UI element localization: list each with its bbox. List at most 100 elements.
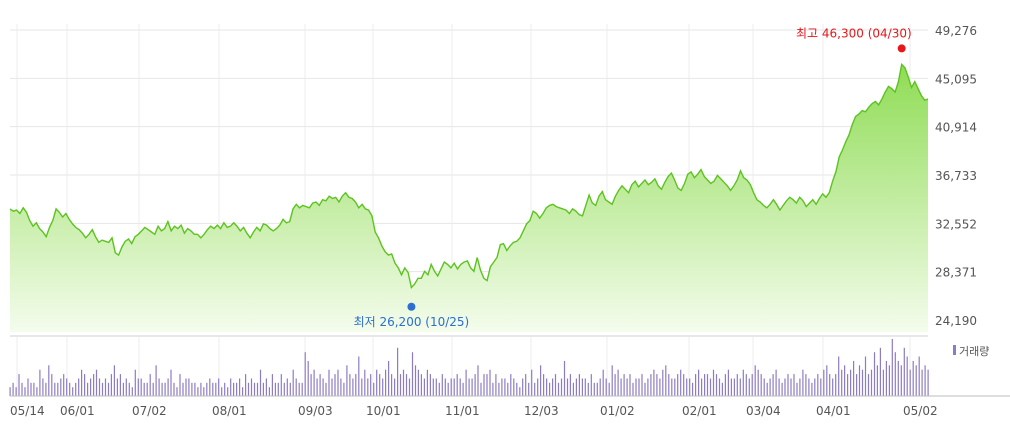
volume-bar	[811, 382, 813, 396]
volume-bar	[695, 374, 697, 396]
volume-bar	[373, 382, 375, 396]
volume-bar	[298, 382, 300, 396]
volume-bar	[656, 374, 658, 396]
volume-bar	[927, 369, 929, 396]
y-tick-label: 40,914	[935, 121, 977, 135]
volume-bar	[692, 382, 694, 396]
volume-bar	[435, 378, 437, 396]
volume-bar	[280, 374, 282, 396]
volume-bar	[546, 378, 548, 396]
volume-bar	[304, 352, 306, 396]
volume-bar	[635, 378, 637, 396]
volume-bar	[420, 374, 422, 396]
volume-bar	[563, 360, 566, 396]
volume-bar	[364, 369, 366, 396]
volume-bar	[259, 369, 262, 396]
volume-bar	[382, 378, 384, 396]
volume-bar	[438, 382, 440, 396]
volume-bar	[379, 374, 381, 396]
volume-bar	[754, 365, 756, 396]
volume-bar	[143, 382, 145, 396]
volume-bar	[256, 382, 259, 396]
volume-bar	[689, 378, 691, 396]
volume-bar	[835, 374, 837, 396]
volume-bar	[402, 369, 405, 396]
volume-bar	[453, 378, 455, 396]
volume-bar	[322, 378, 324, 396]
volume-bar	[921, 369, 923, 396]
volume-bar	[805, 374, 807, 396]
y-tick-label: 45,095	[935, 72, 977, 86]
volume-bar	[328, 369, 330, 396]
volume-bar	[51, 374, 53, 396]
volume-bar	[876, 365, 878, 396]
x-tick-label: 03/04	[746, 404, 781, 418]
volume-bar	[325, 382, 327, 396]
volume-bar	[668, 374, 670, 396]
volume-bar	[340, 378, 342, 396]
volume-bar	[489, 369, 491, 396]
volume-bar	[483, 374, 485, 396]
volume-bar	[131, 387, 133, 396]
volume-bar	[221, 387, 223, 396]
volume-bar	[125, 378, 127, 396]
volume-bar	[18, 374, 20, 396]
volume-bar	[760, 374, 762, 396]
volume-bar	[599, 378, 601, 396]
y-tick-label: 24,190	[935, 314, 977, 328]
volume-bar	[853, 360, 855, 396]
volume-bar	[188, 378, 190, 396]
volume-bar	[808, 378, 810, 396]
volume-bar	[9, 387, 11, 396]
volume-bar	[262, 382, 264, 396]
volume-bar	[292, 369, 294, 396]
volume-bar	[310, 374, 312, 396]
volume-bar	[882, 369, 884, 396]
volume-legend-swatch	[953, 345, 956, 355]
volume-bar	[769, 378, 771, 396]
volume-bar	[30, 382, 32, 396]
volume-bar	[69, 382, 71, 396]
volume-bar	[42, 378, 44, 396]
volume-bar	[271, 374, 273, 396]
volume-bar	[137, 378, 139, 396]
volume-bar	[128, 382, 130, 396]
volume-bar	[793, 374, 795, 396]
volume-bar	[480, 382, 482, 396]
volume-bar	[501, 378, 503, 396]
volume-bar	[397, 347, 399, 396]
volume-bar	[316, 378, 318, 396]
volume-bar	[557, 382, 560, 396]
volume-bar	[560, 378, 563, 396]
volume-bar	[766, 382, 768, 396]
volume-bar	[370, 374, 372, 396]
volume-bar	[283, 382, 285, 396]
volume-bar	[471, 378, 473, 396]
x-tick-label: 04/01	[816, 404, 851, 418]
volume-bar	[152, 382, 154, 396]
volume-bar	[891, 339, 893, 396]
volume-bar	[331, 378, 333, 396]
volume-bar	[528, 382, 530, 396]
volume-bar	[191, 382, 193, 396]
volume-bar	[620, 378, 622, 396]
volume-bar	[301, 382, 303, 396]
volume-bar	[149, 374, 151, 396]
volume-bar	[224, 382, 226, 396]
x-tick-label: 02/01	[682, 404, 717, 418]
volume-bar	[856, 374, 858, 396]
volume-bar	[212, 382, 214, 396]
volume-bar	[739, 378, 741, 396]
volume-bar	[653, 369, 655, 396]
volume-bar	[218, 378, 220, 396]
volume-bar	[715, 374, 718, 396]
volume-bar	[832, 378, 834, 396]
volume-bar	[346, 365, 348, 396]
volume-bar	[48, 365, 50, 396]
volume-bar	[468, 378, 470, 396]
volume-bar	[587, 382, 589, 396]
volume-bar	[361, 378, 363, 396]
volume-bar	[829, 374, 831, 396]
high-marker	[897, 44, 906, 53]
volume-bar	[513, 378, 515, 396]
